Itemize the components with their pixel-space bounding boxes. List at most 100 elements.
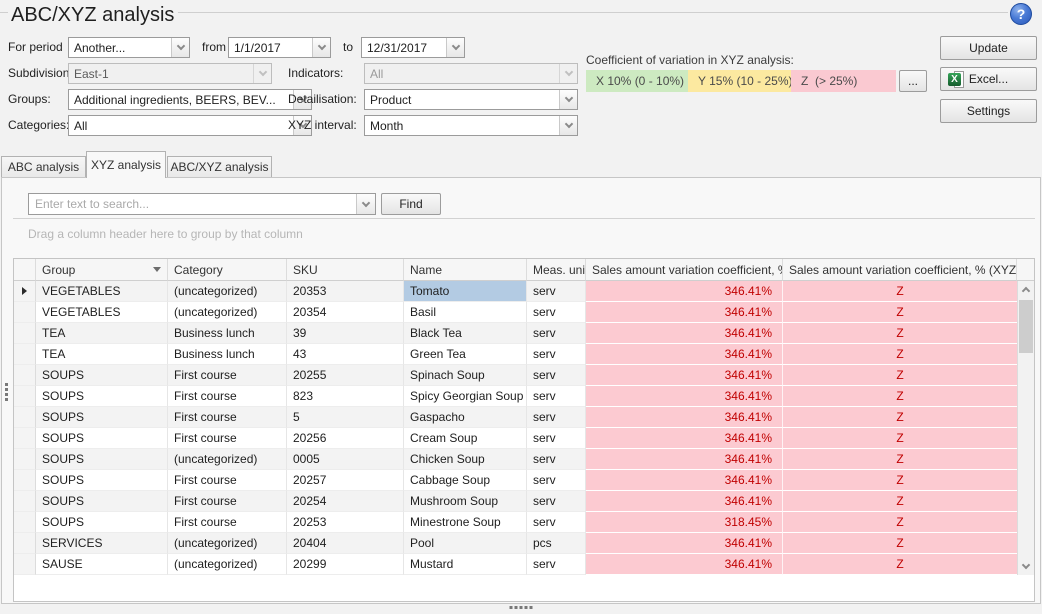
cell-category[interactable]: (uncategorized)	[168, 281, 287, 302]
cell-coeff-xyz[interactable]: Z	[783, 428, 1017, 449]
header-name[interactable]: Name	[404, 259, 527, 281]
cell-group[interactable]: SOUPS	[36, 512, 168, 533]
cell-coeff[interactable]: 346.41%	[586, 449, 783, 470]
cell-coeff[interactable]: 318.45%	[586, 512, 783, 533]
table-row[interactable]: SOUPS First course 5 Gaspacho serv 346.4…	[14, 407, 1017, 428]
cell-name[interactable]: Green Tea	[404, 344, 527, 365]
cell-category[interactable]: First course	[168, 512, 287, 533]
chevron-down-icon[interactable]	[356, 194, 375, 214]
cell-name[interactable]: Pool	[404, 533, 527, 554]
cell-name[interactable]: Basil	[404, 302, 527, 323]
vertical-scrollbar[interactable]	[1017, 281, 1034, 575]
cell-group[interactable]: SOUPS	[36, 470, 168, 491]
cell-group[interactable]: SAUSE	[36, 554, 168, 575]
cell-sku[interactable]: 20353	[287, 281, 404, 302]
tab-xyz-analysis[interactable]: XYZ analysis	[86, 151, 166, 178]
row-selector-cell[interactable]	[14, 428, 36, 449]
indicators-select[interactable]: All	[364, 63, 578, 84]
date-from-select[interactable]: 1/1/2017	[228, 37, 331, 58]
cell-meas-unit[interactable]: serv	[527, 512, 586, 533]
cell-group[interactable]: VEGETABLES	[36, 302, 168, 323]
cell-category[interactable]: Business lunch	[168, 344, 287, 365]
cell-coeff-xyz[interactable]: Z	[783, 470, 1017, 491]
row-selector-cell[interactable]	[14, 407, 36, 428]
cell-coeff[interactable]: 346.41%	[586, 344, 783, 365]
header-category[interactable]: Category	[168, 259, 287, 281]
table-row[interactable]: TEA Business lunch 39 Black Tea serv 346…	[14, 323, 1017, 344]
table-row[interactable]: SOUPS First course 20255 Spinach Soup se…	[14, 365, 1017, 386]
cell-meas-unit[interactable]: serv	[527, 449, 586, 470]
cell-sku[interactable]: 39	[287, 323, 404, 344]
scrollbar-thumb[interactable]	[1019, 300, 1033, 353]
cell-sku[interactable]: 20257	[287, 470, 404, 491]
cell-meas-unit[interactable]: serv	[527, 323, 586, 344]
row-selector-cell[interactable]	[14, 554, 36, 575]
update-button[interactable]: Update	[940, 36, 1037, 60]
cell-meas-unit[interactable]: serv	[527, 470, 586, 491]
cell-sku[interactable]: 20255	[287, 365, 404, 386]
cell-coeff[interactable]: 346.41%	[586, 323, 783, 344]
cell-name[interactable]: Gaspacho	[404, 407, 527, 428]
cell-coeff-xyz[interactable]: Z	[783, 449, 1017, 470]
row-selector-cell[interactable]	[14, 491, 36, 512]
tab-abc-analysis[interactable]: ABC analysis	[1, 156, 86, 178]
cell-meas-unit[interactable]: pcs	[527, 533, 586, 554]
cell-meas-unit[interactable]: serv	[527, 491, 586, 512]
cell-sku[interactable]: 5	[287, 407, 404, 428]
cell-coeff[interactable]: 346.41%	[586, 470, 783, 491]
cell-name[interactable]: Spinach Soup	[404, 365, 527, 386]
scroll-down-icon[interactable]	[1018, 558, 1034, 575]
search-input[interactable]	[29, 194, 356, 214]
row-selector-cell[interactable]	[14, 533, 36, 554]
table-row[interactable]: SOUPS First course 20253 Minestrone Soup…	[14, 512, 1017, 533]
cell-name[interactable]: Tomato	[404, 281, 527, 302]
cell-group[interactable]: SERVICES	[36, 533, 168, 554]
cell-coeff[interactable]: 346.41%	[586, 428, 783, 449]
row-selector-cell[interactable]	[14, 449, 36, 470]
cell-sku[interactable]: 20404	[287, 533, 404, 554]
cell-group[interactable]: SOUPS	[36, 428, 168, 449]
excel-button[interactable]: Excel...	[940, 67, 1037, 91]
cell-group[interactable]: SOUPS	[36, 365, 168, 386]
cell-group[interactable]: SOUPS	[36, 449, 168, 470]
subdivisions-select[interactable]: East-1	[68, 63, 272, 84]
cell-meas-unit[interactable]: serv	[527, 428, 586, 449]
table-row[interactable]: SOUPS First course 20257 Cabbage Soup se…	[14, 470, 1017, 491]
scroll-up-icon[interactable]	[1018, 281, 1034, 298]
cell-meas-unit[interactable]: serv	[527, 344, 586, 365]
cell-sku[interactable]: 20299	[287, 554, 404, 575]
cell-category[interactable]: First course	[168, 470, 287, 491]
row-selector-cell[interactable]	[14, 386, 36, 407]
cell-coeff[interactable]: 346.41%	[586, 533, 783, 554]
cell-category[interactable]: First course	[168, 428, 287, 449]
cell-name[interactable]: Spicy Georgian Soup	[404, 386, 527, 407]
cell-group[interactable]: TEA	[36, 323, 168, 344]
cell-category[interactable]: (uncategorized)	[168, 449, 287, 470]
row-selector-cell[interactable]	[14, 281, 36, 302]
cell-coeff[interactable]: 346.41%	[586, 281, 783, 302]
table-row[interactable]: SOUPS First course 823 Spicy Georgian So…	[14, 386, 1017, 407]
cell-coeff-xyz[interactable]: Z	[783, 344, 1017, 365]
cell-coeff-xyz[interactable]: Z	[783, 533, 1017, 554]
cell-sku[interactable]: 43	[287, 344, 404, 365]
cell-category[interactable]: First course	[168, 491, 287, 512]
cell-sku[interactable]: 823	[287, 386, 404, 407]
cell-meas-unit[interactable]: serv	[527, 407, 586, 428]
cell-name[interactable]: Mustard	[404, 554, 527, 575]
cell-category[interactable]: (uncategorized)	[168, 533, 287, 554]
cell-category[interactable]: First course	[168, 386, 287, 407]
help-icon[interactable]	[1010, 3, 1032, 25]
row-selector-cell[interactable]	[14, 512, 36, 533]
tab-abc-xyz-analysis[interactable]: ABC/XYZ analysis	[167, 156, 272, 178]
cell-meas-unit[interactable]: serv	[527, 281, 586, 302]
cell-coeff-xyz[interactable]: Z	[783, 281, 1017, 302]
cell-coeff-xyz[interactable]: Z	[783, 407, 1017, 428]
table-row[interactable]: SOUPS First course 20256 Cream Soup serv…	[14, 428, 1017, 449]
cell-name[interactable]: Cream Soup	[404, 428, 527, 449]
cell-name[interactable]: Cabbage Soup	[404, 470, 527, 491]
cell-coeff-xyz[interactable]: Z	[783, 554, 1017, 575]
cell-sku[interactable]: 20253	[287, 512, 404, 533]
cell-group[interactable]: VEGETABLES	[36, 281, 168, 302]
cell-name[interactable]: Minestrone Soup	[404, 512, 527, 533]
cell-meas-unit[interactable]: serv	[527, 554, 586, 575]
